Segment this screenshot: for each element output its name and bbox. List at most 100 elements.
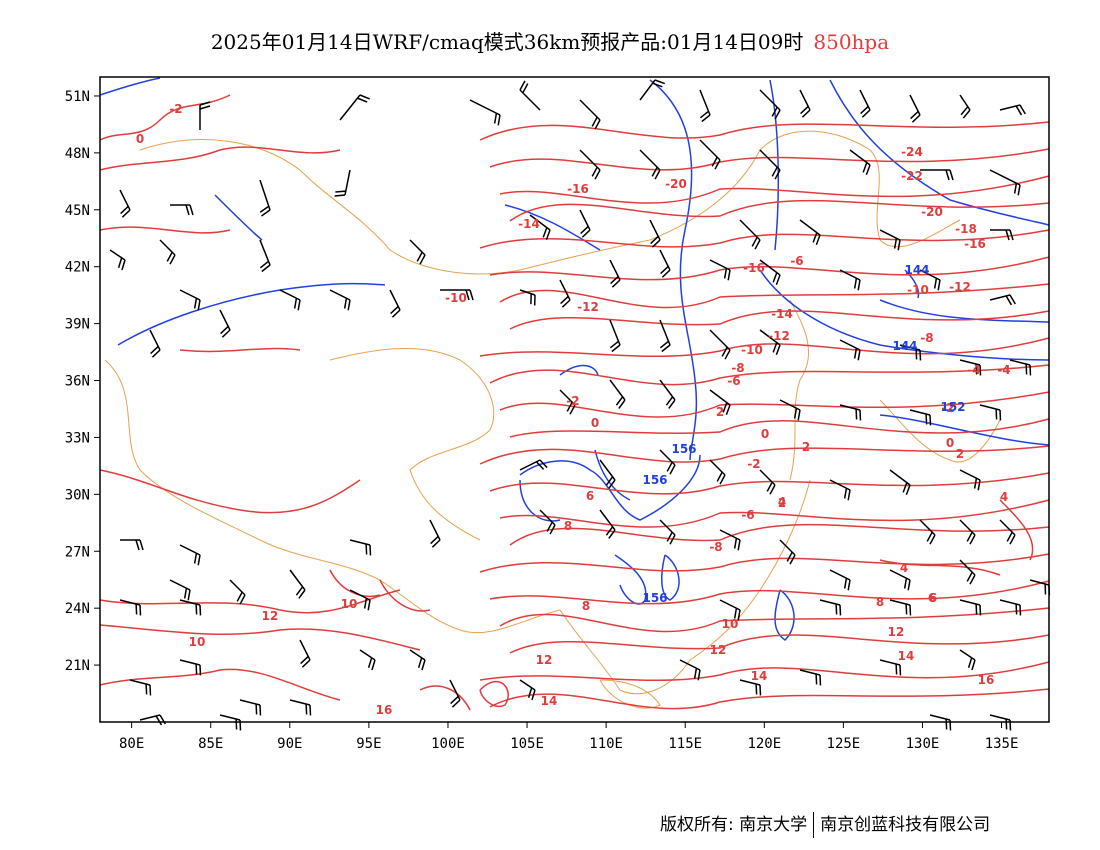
lat-tick-label: 39N: [65, 317, 90, 333]
wind-barb: [639, 149, 661, 180]
wind-barb: [469, 99, 501, 126]
temperature-line: [499, 175, 1050, 204]
wind-barb: [1009, 359, 1032, 376]
temperature-label: -2: [941, 401, 954, 415]
geopotential-line: [649, 79, 698, 461]
copyright-text: 版权所有: 南京大学: [660, 815, 808, 835]
lon-tick-label: 105E: [510, 736, 544, 752]
temperature-line: [489, 148, 1050, 171]
temperature-label: 8: [582, 599, 590, 613]
temperature-line: [999, 499, 1034, 561]
lat-tick-label: 30N: [65, 487, 90, 503]
temperature-label: 0: [136, 132, 144, 146]
lat-tick-label: 27N: [65, 544, 90, 560]
wind-barb: [839, 269, 861, 291]
temperature-label: -6: [790, 254, 803, 268]
geopotential-label: 156: [671, 442, 696, 456]
border-line: [104, 359, 561, 634]
geopotential-line: [769, 79, 780, 251]
lat-tick-label: 36N: [65, 374, 90, 390]
wind-barb: [109, 249, 126, 271]
wind-barb: [429, 519, 441, 548]
temperature-line: [489, 364, 1050, 386]
temperature-contours: [99, 94, 1050, 711]
wind-barb: [239, 699, 262, 716]
temperature-label: 14: [541, 694, 558, 708]
wind-barb: [799, 669, 822, 686]
temperature-line: [509, 634, 1050, 654]
temperature-label: 2: [802, 440, 810, 454]
wind-barb: [120, 539, 144, 551]
wind-barb: [699, 89, 711, 123]
wind-barb: [389, 289, 401, 318]
wind-barb: [179, 599, 202, 616]
wind-barb: [359, 649, 376, 671]
geopotential-labels: 144 144 152 156 156 156: [642, 263, 965, 605]
geopotential-label: 156: [642, 473, 667, 487]
temperature-label: -10: [741, 343, 763, 357]
wind-barb: [899, 344, 922, 361]
wind-barb: [449, 679, 461, 708]
wind-barb: [839, 404, 862, 421]
temperature-label: 10: [341, 597, 358, 611]
wind-barb: [299, 639, 311, 668]
wind-barb: [829, 569, 851, 591]
wind-barb: [529, 214, 551, 241]
temperature-label: 16: [978, 673, 995, 687]
wind-barb: [119, 189, 131, 218]
temperature-label: -2: [169, 102, 182, 116]
temperature-label: -6: [741, 508, 754, 522]
wind-barb: [639, 79, 666, 101]
wind-barb: [119, 599, 142, 616]
wind-barb: [539, 509, 556, 535]
temperature-line: [479, 661, 1050, 682]
border-line: [599, 679, 661, 709]
wind-barb: [759, 149, 781, 180]
wind-barb: [179, 289, 201, 311]
lon-tick-label: 80E: [119, 736, 144, 752]
wind-barb: [519, 80, 541, 111]
wind-barb: [219, 309, 231, 338]
wind-barb: [699, 139, 721, 170]
wind-barb: [920, 169, 954, 181]
wind-barb: [289, 569, 306, 599]
wind-barb: [559, 279, 571, 308]
temperature-label: 12: [262, 609, 279, 623]
lat-tick-label: 42N: [65, 260, 90, 276]
temperature-label: -8: [920, 331, 933, 345]
temperature-line: [479, 337, 1050, 358]
temperature-line: [419, 685, 471, 711]
temperature-label: 4: [1000, 490, 1008, 504]
lat-tick-label: 48N: [65, 146, 90, 162]
footer-credits: 版权所有: 南京大学 南京创蓝科技有限公司: [660, 810, 990, 838]
country-borders: [104, 130, 1001, 709]
wind-barb: [819, 599, 842, 616]
wind-barb: [859, 89, 871, 118]
wind-barb: [659, 379, 676, 409]
wind-barb: [199, 101, 211, 130]
wind-barb: [409, 239, 426, 265]
temperature-label: 0: [761, 427, 769, 441]
temperature-line: [499, 607, 1050, 633]
temperature-label: -4: [967, 363, 980, 377]
lat-tick-label: 51N: [65, 89, 90, 105]
temperature-line: [489, 472, 1050, 495]
wind-barb: [989, 169, 1021, 196]
wind-barb: [759, 89, 781, 120]
temperature-line: [479, 445, 1050, 465]
wind-barb: [659, 449, 676, 475]
wind-barb: [999, 599, 1022, 616]
wind-barb: [959, 94, 971, 119]
wind-barb: [440, 289, 474, 301]
temperature-label: 6: [586, 489, 594, 503]
temperature-label: -20: [665, 177, 687, 191]
temperature-line: [329, 569, 381, 597]
temperature-label: 12: [536, 653, 553, 667]
wind-barb: [519, 679, 536, 701]
wind-barb: [759, 259, 781, 286]
temperature-line: [479, 121, 1050, 141]
wind-barb: [179, 544, 201, 566]
wind-barb: [579, 209, 591, 238]
lon-tick-label: 90E: [277, 736, 302, 752]
